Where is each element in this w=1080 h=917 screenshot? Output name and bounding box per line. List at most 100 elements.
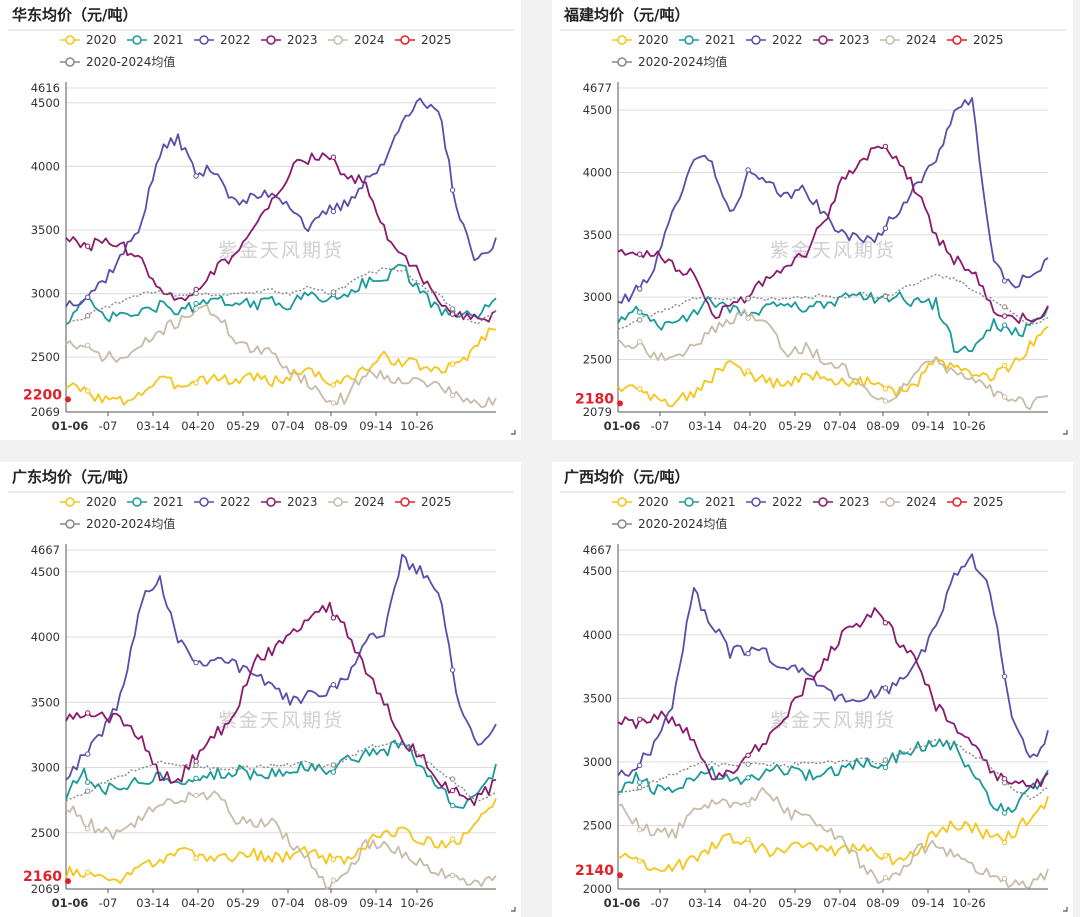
series-point (882, 398, 889, 404)
series-line[interactable] (617, 607, 1049, 790)
y-tick-label: 4000 (583, 165, 612, 179)
legend-label: 2022 (772, 33, 803, 47)
series-line[interactable] (617, 796, 1049, 873)
series-point (330, 208, 337, 215)
legend-item[interactable]: 2020 (612, 33, 669, 47)
legend-item[interactable]: 2020-2024均值 (612, 54, 727, 69)
legend-label: 2025 (421, 33, 452, 47)
legend-item[interactable]: 2024 (880, 495, 937, 509)
series-line[interactable] (65, 263, 497, 326)
series-point (85, 788, 91, 794)
series-point (882, 852, 889, 859)
legend-item[interactable]: 2022 (194, 33, 251, 47)
y-tick-label: 3500 (31, 223, 60, 237)
series-line[interactable] (617, 145, 1049, 324)
legend-item[interactable]: 2023 (813, 495, 870, 509)
legend-label: 2021 (705, 495, 736, 509)
legend-item[interactable]: 2021 (679, 33, 736, 47)
series-line[interactable] (65, 152, 497, 323)
series-point (882, 225, 889, 232)
legend-item[interactable]: 2021 (679, 495, 736, 509)
series-line[interactable] (617, 786, 1049, 890)
legend-item[interactable]: 2024 (328, 495, 385, 509)
series-line[interactable] (617, 739, 1048, 800)
chart-svg: 广东均价（元/吨） 2020 2021 2022 2023 2024 2025 2020-20… (8, 468, 516, 912)
series-point (85, 388, 91, 394)
series-line[interactable] (617, 273, 1049, 330)
legend-item[interactable]: 2020-2024均值 (612, 516, 727, 531)
x-tick-label-current: 01-06 (52, 419, 89, 433)
series-line[interactable] (65, 553, 497, 781)
chart-title: 广东均价（元/吨） (12, 468, 137, 486)
y-axis: 2069 2500 3000 3500 4000 4500 4667 (31, 543, 60, 896)
series-point (882, 386, 889, 392)
series-point (193, 855, 199, 861)
series-line[interactable] (65, 97, 497, 308)
series-point (882, 620, 889, 626)
series-point (330, 762, 337, 768)
legend-item[interactable]: 2025 (947, 33, 1004, 47)
legend-item[interactable]: 2025 (395, 495, 452, 509)
series-line[interactable] (617, 553, 1049, 777)
series-point (449, 361, 456, 367)
series-point (449, 311, 456, 317)
legend-label: 2023 (839, 33, 870, 47)
legend-item[interactable]: 2024 (880, 33, 937, 47)
series-line[interactable] (617, 291, 1049, 354)
legend-item[interactable]: 2023 (261, 495, 318, 509)
series-line[interactable] (617, 325, 1049, 408)
series-point-2025 (617, 872, 623, 879)
legend-item[interactable]: 2025 (947, 495, 1004, 509)
series-point (1001, 810, 1008, 816)
series-line[interactable] (65, 790, 497, 890)
series-point (745, 368, 751, 374)
series-point (745, 761, 751, 767)
x-tick-label: 07-04 (271, 419, 304, 433)
series-point (637, 317, 643, 323)
series-point (745, 752, 751, 758)
x-tick-label: 04-20 (181, 896, 214, 910)
series-line[interactable] (65, 303, 497, 409)
legend-item[interactable]: 2022 (746, 495, 803, 509)
x-tick-label: 09-14 (911, 419, 944, 433)
series-point (85, 826, 91, 832)
legend: 2020 2021 2022 2023 2024 2025 2020-2024均值 (612, 495, 1004, 531)
y-tick-label: 4616 (31, 81, 60, 95)
series-point (193, 659, 199, 666)
series-line[interactable] (65, 327, 497, 406)
series-line[interactable] (65, 267, 497, 326)
legend-item[interactable]: 2020-2024均值 (60, 54, 175, 69)
legend-item[interactable]: 2020-2024均值 (60, 516, 175, 531)
series-line[interactable] (65, 798, 497, 885)
series-point (330, 400, 337, 406)
series-point (637, 784, 643, 791)
series-line[interactable] (617, 308, 1049, 411)
legend-label: 2020-2024均值 (86, 516, 175, 531)
legend-item[interactable]: 2022 (194, 495, 251, 509)
legend-item[interactable]: 2025 (395, 33, 452, 47)
legend-item[interactable]: 2021 (127, 33, 184, 47)
series-line[interactable] (65, 742, 497, 803)
series-line[interactable] (65, 739, 497, 809)
legend-item[interactable]: 2020 (60, 495, 117, 509)
series-line[interactable] (617, 738, 1049, 814)
legend-item[interactable]: 2022 (746, 33, 803, 47)
x-tick-label: 07-04 (271, 896, 304, 910)
series-point (330, 382, 337, 388)
legend-item[interactable]: 2020 (60, 33, 117, 47)
series-line[interactable] (65, 601, 497, 807)
series-point (637, 251, 643, 257)
legend-item[interactable]: 2023 (813, 33, 870, 47)
legend-item[interactable]: 2020 (612, 495, 669, 509)
legend-item[interactable]: 2024 (328, 33, 385, 47)
legend-item[interactable]: 2023 (261, 33, 318, 47)
series-point (193, 306, 199, 312)
series-line[interactable] (617, 97, 1049, 304)
legend-item[interactable]: 2021 (127, 495, 184, 509)
watermark: 紫金天风期货 (770, 709, 896, 731)
series-point (1001, 278, 1008, 284)
resize-handle (511, 907, 516, 912)
series-point-2025 (65, 396, 71, 403)
series-point (637, 779, 643, 785)
